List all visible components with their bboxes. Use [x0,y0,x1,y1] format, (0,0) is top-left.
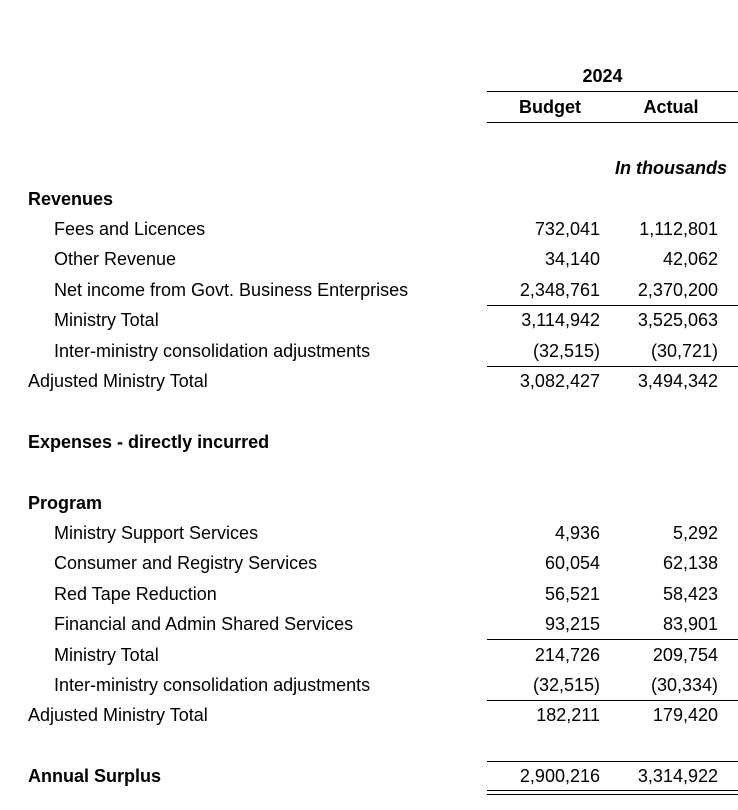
budget-value: 4,936 [554,523,600,543]
budget-value: 214,726 [534,645,600,665]
actual-value: 42,062 [662,249,718,269]
actual-value: 3,525,063 [637,310,718,330]
actual-value: 83,901 [662,614,718,634]
table-row: Other Revenue 34,140 42,062 [0,244,738,274]
table-row: Ministry Support Services 4,936 5,292 [0,518,738,548]
budget-value: 3,082,427 [519,371,600,391]
row-label: Adjusted Ministry Total [28,371,208,391]
budget-value: 93,215 [544,614,600,634]
table-row: Net income from Govt. Business Enterpris… [0,275,738,305]
surplus-label: Annual Surplus [28,766,162,786]
table-row: Inter-ministry consolidation adjustments… [0,336,738,366]
row-label: Inter-ministry consolidation adjustments [54,341,371,361]
table-row: Ministry Total 214,726 209,754 [0,640,738,670]
row-label: Red Tape Reduction [54,584,217,604]
actual-value: 179,420 [652,705,718,725]
total-rule [487,366,738,367]
row-label: Net income from Govt. Business Enterpris… [54,280,409,300]
table-row: Fees and Licences 732,041 1,112,801 [0,214,738,244]
actual-column-header: Actual [643,97,699,117]
actual-value: 62,138 [662,553,718,573]
surplus-top-rule [487,761,738,762]
row-label: Fees and Licences [54,219,206,239]
surplus-row: Annual Surplus 2,900,216 3,314,922 [0,761,738,791]
row-label: Ministry Total [54,645,159,665]
revenues-heading: Revenues [28,189,114,209]
actual-value: 3,494,342 [637,371,718,391]
row-label: Financial and Admin Shared Services [54,614,354,634]
column-header-row: Budget Actual [0,92,738,122]
budget-value: 60,054 [544,553,600,573]
table-row: Adjusted Ministry Total 182,211 179,420 [0,700,738,730]
row-label: Adjusted Ministry Total [28,705,208,725]
table-row: Red Tape Reduction 56,521 58,423 [0,579,738,609]
total-rule [487,700,738,701]
budget-value: 732,041 [534,219,600,239]
row-label: Other Revenue [54,249,177,269]
surplus-double-rule [487,790,738,795]
table-row: Ministry Total 3,114,942 3,525,063 [0,305,738,335]
revenues-heading-row: Revenues [0,184,738,214]
budget-value: 3,114,942 [521,310,600,330]
budget-value: (32,515) [532,675,600,695]
actual-value: (30,721) [650,341,718,361]
header-underline [487,122,738,123]
budget-column-header: Budget [519,97,581,117]
row-label: Inter-ministry consolidation adjustments [54,675,371,695]
actual-value: 5,292 [672,523,718,543]
budget-value: 182,211 [536,705,600,725]
year-underline [487,91,738,92]
row-label: Ministry Total [54,310,159,330]
actual-value: (30,334) [650,675,718,695]
program-heading: Program [28,493,103,513]
actual-value: 3,314,922 [637,766,718,786]
row-label: Ministry Support Services [54,523,259,543]
subtotal-rule [487,305,738,306]
program-heading-row: Program [0,488,738,518]
row-label: Consumer and Registry Services [54,553,318,573]
budget-value: 2,900,216 [519,766,600,786]
actual-value: 2,370,200 [637,280,718,300]
actual-value: 1,112,801 [639,219,718,239]
budget-value: (32,515) [532,341,600,361]
budget-value: 56,521 [544,584,600,604]
actual-value: 58,423 [662,584,718,604]
units-label: In thousands [615,158,727,178]
expenses-heading: Expenses - directly incurred [28,432,270,452]
actual-value: 209,754 [652,645,718,665]
year-header-row: 2024 [0,61,738,91]
table-row: Inter-ministry consolidation adjustments… [0,670,738,700]
budget-value: 34,140 [544,249,600,269]
units-row: In thousands [0,153,738,183]
table-row: Financial and Admin Shared Services 93,2… [0,609,738,639]
budget-value: 2,348,761 [519,280,600,300]
expenses-heading-row: Expenses - directly incurred [0,427,738,457]
subtotal-rule [487,639,738,640]
table-row: Consumer and Registry Services 60,054 62… [0,548,738,578]
table-row: Adjusted Ministry Total 3,082,427 3,494,… [0,366,738,396]
year-header: 2024 [582,66,623,86]
